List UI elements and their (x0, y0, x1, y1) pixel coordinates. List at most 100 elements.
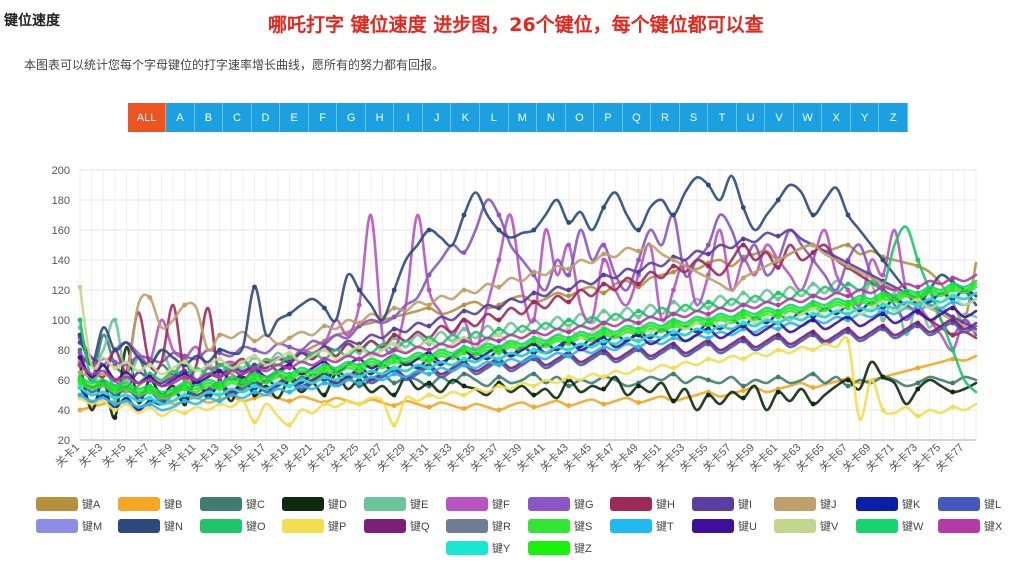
data-point[interactable] (252, 389, 257, 395)
data-point[interactable] (566, 403, 572, 408)
data-point[interactable] (810, 212, 816, 218)
data-point[interactable] (391, 305, 397, 311)
data-point[interactable] (531, 353, 537, 359)
data-point[interactable] (845, 383, 851, 389)
data-point[interactable] (845, 281, 851, 287)
data-point[interactable] (461, 392, 467, 398)
data-point[interactable] (705, 182, 711, 188)
data-point[interactable] (601, 344, 607, 350)
data-point[interactable] (426, 347, 432, 353)
data-point[interactable] (705, 263, 711, 269)
data-point[interactable] (671, 329, 676, 335)
data-point[interactable] (845, 212, 851, 218)
data-point[interactable] (810, 317, 816, 323)
data-point[interactable] (356, 365, 362, 371)
data-point[interactable] (391, 371, 397, 377)
data-point[interactable] (77, 317, 83, 323)
data-point[interactable] (740, 311, 746, 317)
data-point[interactable] (880, 311, 886, 317)
legend-item[interactable]: 键U (692, 518, 760, 534)
data-point[interactable] (531, 383, 537, 389)
data-point[interactable] (461, 326, 467, 332)
data-point[interactable] (252, 374, 257, 380)
data-point[interactable] (496, 284, 502, 290)
data-point[interactable] (496, 383, 502, 389)
data-point[interactable] (601, 281, 607, 287)
filter-button-all[interactable]: ALL (128, 103, 167, 132)
data-point[interactable] (775, 320, 781, 326)
data-point[interactable] (915, 302, 921, 308)
filter-button-p[interactable]: P (594, 103, 623, 132)
data-point[interactable] (601, 374, 607, 380)
legend-item[interactable]: 键T (610, 518, 678, 534)
legend-item[interactable]: 键H (610, 496, 678, 512)
data-point[interactable] (356, 344, 362, 350)
data-point[interactable] (566, 347, 572, 353)
data-point[interactable] (740, 275, 746, 281)
data-point[interactable] (636, 329, 641, 335)
legend-item[interactable]: 键X (938, 518, 1006, 534)
data-point[interactable] (496, 347, 502, 353)
legend-item[interactable]: 键C (200, 496, 268, 512)
data-point[interactable] (287, 374, 292, 380)
data-point[interactable] (566, 242, 572, 248)
data-point[interactable] (775, 347, 781, 353)
data-point[interactable] (391, 422, 397, 428)
data-point[interactable] (531, 317, 537, 323)
data-point[interactable] (391, 403, 397, 408)
data-point[interactable] (705, 275, 711, 281)
data-point[interactable] (461, 317, 467, 323)
data-point[interactable] (426, 287, 432, 293)
data-point[interactable] (77, 355, 83, 360)
data-point[interactable] (112, 377, 118, 383)
data-point[interactable] (287, 422, 292, 428)
data-point[interactable] (705, 311, 711, 317)
data-point[interactable] (775, 311, 781, 317)
data-point[interactable] (566, 317, 572, 323)
data-point[interactable] (601, 251, 607, 257)
data-point[interactable] (671, 287, 676, 293)
data-point[interactable] (636, 314, 641, 320)
data-point[interactable] (77, 362, 83, 368)
data-point[interactable] (636, 338, 641, 344)
data-point[interactable] (775, 332, 781, 338)
data-point[interactable] (496, 212, 502, 218)
data-point[interactable] (775, 265, 781, 270)
data-point[interactable] (182, 410, 188, 416)
data-point[interactable] (566, 293, 572, 299)
filter-button-u[interactable]: U (736, 103, 766, 132)
legend-item[interactable]: 键E (364, 496, 432, 512)
data-point[interactable] (950, 299, 956, 305)
data-point[interactable] (147, 386, 153, 392)
data-point[interactable] (147, 401, 153, 407)
data-point[interactable] (496, 326, 502, 332)
legend-item[interactable]: 键B (118, 496, 186, 512)
filter-button-v[interactable]: V (765, 103, 794, 132)
data-point[interactable] (252, 365, 257, 371)
data-point[interactable] (252, 338, 257, 344)
data-point[interactable] (845, 302, 851, 308)
legend-item[interactable]: 键R (446, 518, 514, 534)
legend-item[interactable]: 键M (36, 518, 104, 534)
data-point[interactable] (950, 356, 956, 362)
data-point[interactable] (426, 380, 432, 386)
data-point[interactable] (880, 272, 886, 278)
data-point[interactable] (461, 371, 467, 377)
data-point[interactable] (601, 386, 607, 392)
data-point[interactable] (705, 356, 711, 362)
data-point[interactable] (496, 374, 502, 380)
legend-item[interactable]: 键L (938, 496, 1006, 512)
data-point[interactable] (740, 302, 746, 308)
data-point[interactable] (426, 338, 432, 344)
series-键P[interactable] (77, 335, 978, 428)
data-point[interactable] (77, 377, 83, 383)
data-point[interactable] (566, 353, 572, 359)
data-point[interactable] (810, 329, 816, 335)
data-point[interactable] (391, 365, 397, 371)
data-point[interactable] (287, 344, 292, 350)
data-point[interactable] (950, 317, 956, 323)
data-point[interactable] (601, 338, 607, 344)
data-point[interactable] (461, 347, 467, 353)
data-point[interactable] (112, 407, 118, 413)
data-point[interactable] (671, 311, 676, 317)
